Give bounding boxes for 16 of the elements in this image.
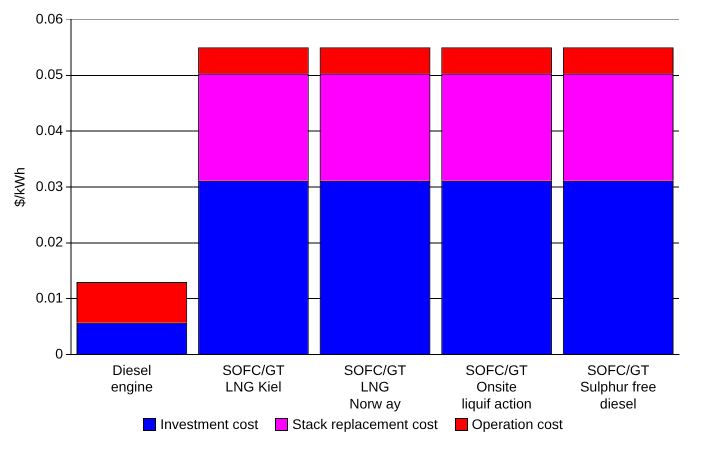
- y-tick-label: 0.05: [36, 66, 64, 82]
- legend-label: Operation cost: [472, 416, 563, 432]
- x-tick-label: Diesel engine: [110, 362, 154, 395]
- y-axis-title: $/kWh: [11, 167, 28, 207]
- x-tick-label: SOFC/GT Sulphur free diesel: [580, 362, 657, 412]
- legend-label: Investment cost: [160, 416, 258, 432]
- y-tick-label: 0.01: [36, 290, 64, 306]
- x-tick-label: SOFC/GT LNG Kiel: [222, 362, 285, 395]
- y-tick-label: 0.04: [36, 122, 64, 138]
- legend-label: Stack replacement cost: [292, 416, 438, 432]
- y-tick-label: 0.02: [36, 234, 64, 250]
- x-tick-label: SOFC/GT LNG Norw ay: [344, 362, 407, 412]
- y-tick-label: 0.03: [36, 178, 64, 194]
- y-tick-label: 0.06: [36, 10, 64, 26]
- y-tick-label: 0: [55, 345, 64, 362]
- x-tick-label: SOFC/GT Onsite liquif action: [462, 362, 532, 412]
